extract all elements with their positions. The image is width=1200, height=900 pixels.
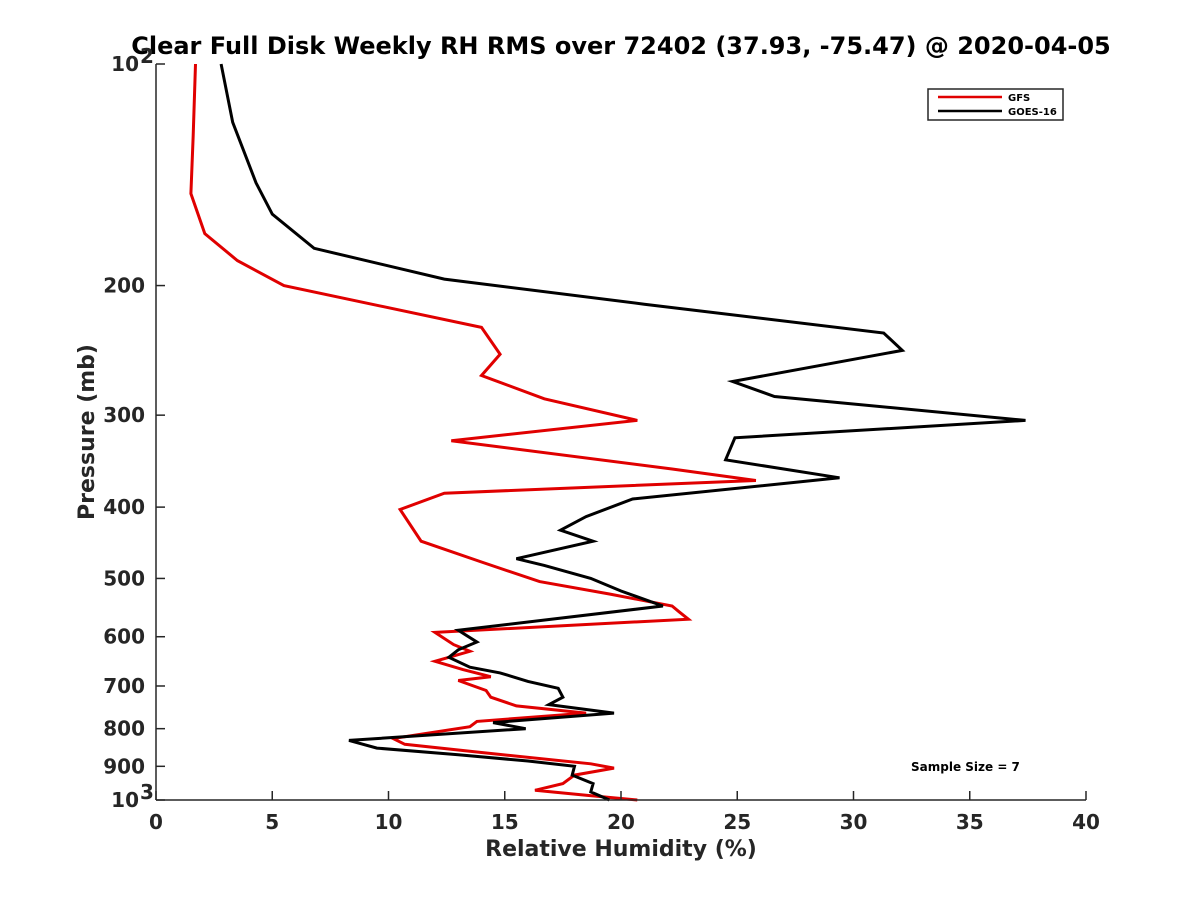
y-tick-label: 10 (111, 788, 139, 812)
y-tick-label: 10 (111, 52, 139, 76)
x-tick-label: 20 (607, 810, 635, 834)
x-axis-label: Relative Humidity (%) (485, 837, 757, 862)
y-tick-label: 700 (103, 674, 145, 698)
y-tick-exponent: 3 (140, 780, 154, 804)
legend-box (927, 88, 1064, 121)
chart-title: Clear Full Disk Weekly RH RMS over 72402… (131, 32, 1111, 60)
x-tick-label: 25 (723, 810, 751, 834)
y-tick-label: 500 (103, 566, 145, 590)
y-tick-label: 800 (103, 717, 145, 741)
y-tick-label: 900 (103, 754, 145, 778)
sample-size-annotation: Sample Size = 7 (911, 760, 1020, 774)
x-tick-label: 10 (375, 810, 403, 834)
x-tick-label: 30 (840, 810, 868, 834)
x-tick-label: 40 (1072, 810, 1100, 834)
legend-label-goes16: GOES-16 (1008, 107, 1057, 118)
x-axis-ticks: 0 5 10 15 20 25 30 35 40 (149, 791, 1100, 834)
plot-area (155, 63, 1086, 802)
series-line-gfs (189, 63, 757, 802)
x-tick-label: 35 (956, 810, 984, 834)
legend: GFS GOES-16 (927, 88, 1064, 121)
x-tick-label: 0 (149, 810, 163, 834)
y-tick-label: 400 (103, 495, 145, 519)
plot-background (156, 64, 1086, 800)
y-tick-label: 300 (103, 403, 145, 427)
series-layer (189, 63, 1026, 802)
y-axis-label: Pressure (mb) (75, 344, 100, 520)
y-tick-label: 200 (103, 274, 145, 298)
legend-label-gfs: GFS (1008, 93, 1030, 104)
y-tick-exponent: 2 (140, 44, 154, 68)
series-line-goes16 (219, 63, 1026, 802)
x-tick-label: 5 (265, 810, 279, 834)
y-tick-label: 600 (103, 625, 145, 649)
x-tick-label: 15 (491, 810, 519, 834)
